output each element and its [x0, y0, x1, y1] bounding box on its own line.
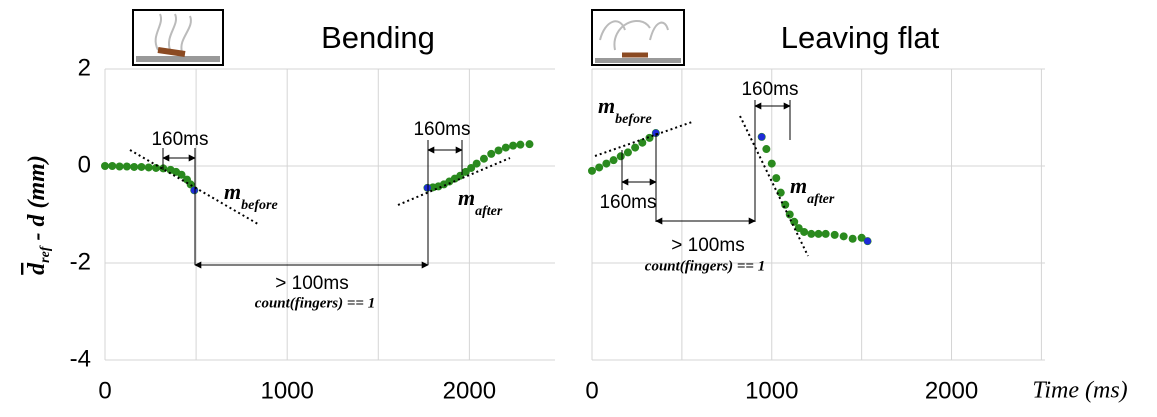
data-point — [638, 138, 647, 147]
data-point — [101, 162, 109, 170]
data-point — [479, 154, 488, 163]
x-tick-label: 2000 — [925, 377, 978, 404]
x-tick-label: 2000 — [443, 377, 496, 404]
annotation: mbefore — [598, 93, 652, 127]
data-point — [137, 162, 146, 171]
data-point — [857, 233, 866, 242]
annotation: > 100ms — [275, 273, 348, 294]
data-point — [762, 145, 771, 154]
guide-lines — [621, 100, 791, 222]
annotation: mafter — [790, 173, 835, 207]
data-point — [609, 156, 618, 165]
data-point — [616, 152, 625, 161]
data-point — [623, 148, 632, 157]
data-point — [772, 174, 781, 183]
annotations-leaving-flat: 160ms 160ms > 100ms count(fingers) == 1 … — [594, 79, 835, 274]
data-point — [814, 229, 823, 238]
annotation: count(fingers) == 1 — [645, 258, 765, 274]
y-tick-label: 2 — [78, 54, 91, 81]
chart-title: Leaving flat — [781, 20, 940, 55]
data-point — [790, 217, 799, 226]
data-point — [848, 234, 857, 243]
tangent-after — [739, 115, 809, 257]
x-tick-label: 1000 — [745, 377, 798, 404]
annotation-m: m — [224, 179, 241, 204]
data-point — [494, 146, 503, 155]
y-tick-label: 0 — [78, 151, 91, 178]
data-point — [516, 140, 525, 149]
data-point — [130, 162, 139, 171]
y-label-part: ref — [38, 245, 53, 263]
x-axis-label: Time (ms) — [1032, 378, 1127, 404]
annotation-sub: before — [615, 112, 652, 127]
annotation: mbefore — [224, 179, 278, 213]
data-point — [839, 232, 848, 241]
data-point — [800, 227, 809, 236]
annotation: 160ms — [413, 119, 470, 140]
panel-bending: 0 1000 2000 -4 -2 0 2 Bending — [70, 20, 555, 404]
annotation-sub: before — [241, 198, 278, 213]
data-point — [177, 170, 186, 179]
data-point — [830, 230, 839, 239]
data-point — [821, 229, 830, 238]
annotation-sub: after — [475, 204, 503, 219]
icon-bending — [132, 9, 224, 66]
data-point — [631, 143, 640, 152]
data-point — [152, 163, 161, 172]
guide-lines — [162, 140, 463, 265]
highlight-point — [864, 237, 872, 245]
y-tick-label: -2 — [70, 248, 91, 275]
data-point — [807, 229, 816, 238]
data-point — [767, 159, 776, 168]
icon-leaving-flat — [591, 9, 685, 66]
annotation-m: m — [458, 185, 475, 210]
x-tick-label: 1000 — [260, 377, 313, 404]
x-tick-label: 0 — [585, 377, 598, 404]
data-point — [115, 162, 124, 171]
chart-title: Bending — [321, 20, 435, 55]
data-point — [501, 143, 510, 152]
data-point — [472, 159, 481, 168]
annotation-sub: after — [807, 192, 835, 207]
y-label-part: d — [24, 262, 50, 275]
annotation: > 100ms — [671, 235, 744, 256]
tangent-before — [594, 121, 693, 157]
y-axis-label: dref - d (mm) — [24, 155, 54, 275]
data-point — [776, 188, 785, 197]
data-point — [487, 149, 496, 158]
data-point — [467, 163, 476, 172]
data-point — [595, 163, 604, 172]
data-point — [509, 141, 518, 150]
annotation: 160ms — [151, 129, 208, 150]
annotation-m: m — [598, 93, 615, 118]
annotations-bending: 160ms 160ms > 100ms count(fingers) == 1 … — [129, 119, 511, 311]
annotation: 160ms — [741, 79, 798, 100]
data-point — [144, 163, 153, 172]
panel-leaving-flat: 0 1000 2000 Leaving flat — [585, 20, 1045, 404]
data-point — [122, 162, 131, 171]
data-point — [108, 162, 117, 170]
annotation-m: m — [790, 173, 807, 198]
data-point — [186, 180, 195, 189]
data-point — [602, 159, 611, 168]
data-point — [525, 140, 534, 149]
highlight-point — [423, 184, 431, 192]
highlight-point — [758, 133, 766, 141]
tangent-after — [397, 157, 511, 206]
y-tick-label: -4 — [70, 345, 91, 372]
x-tick-label: 0 — [98, 377, 111, 404]
annotation: mafter — [458, 185, 503, 219]
annotation: count(fingers) == 1 — [255, 295, 375, 311]
data-point — [588, 166, 596, 175]
y-label-part: - d (mm) — [24, 155, 50, 246]
annotation: 160ms — [599, 192, 656, 213]
